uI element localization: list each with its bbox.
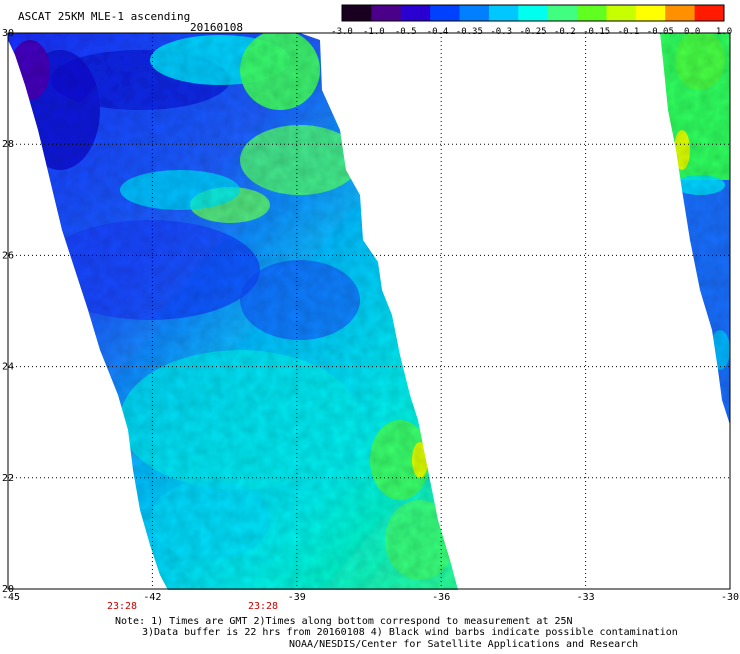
colorbar-swatch [606,5,637,21]
longitude-labels: -45 -42 -39 -36 -33 -30 [2,592,739,603]
colorbar-label: -0.4 [427,27,449,37]
colorbar-label: -0.5 [395,27,417,37]
colorbar-swatch [488,5,519,21]
colorbar-swatch [342,5,372,21]
colorbar-frame [341,4,725,22]
graticule [8,33,730,589]
colorbar-swatch [665,5,696,21]
colorbar-swatch [577,5,607,21]
colorbar-label: -0.3 [490,27,512,37]
map-date: 20160108 [190,21,243,34]
latitude-labels: 30 28 26 24 22 20 [2,28,14,595]
colorbar-swatch [547,5,578,21]
lon-label: -30 [721,592,739,603]
scatterometer-swath-right [660,33,730,425]
map-frame [7,32,731,590]
colorbar-swatch [635,5,666,21]
pass-time-label: 23:28 [248,601,278,612]
note-line-1: Note: 1) Times are GMT 2)Times along bot… [115,616,573,627]
lon-label: -45 [2,592,20,603]
note-line-2: 3)Data buffer is 22 hrs from 20160108 4)… [142,627,678,638]
lat-label: 30 [2,28,14,39]
colorbar-label: -0.25 [519,27,546,37]
pass-time-label: 23:28 [107,601,137,612]
lon-label: -36 [432,592,450,603]
lat-label: 28 [2,139,14,150]
colorbar-swatch [430,5,461,21]
colorbar-swatch [371,5,402,21]
lat-label: 20 [2,584,14,595]
colorbar-label: -0.1 [618,27,640,37]
colorbar-label: -0.2 [554,27,576,37]
colorbar-label: -0.15 [583,27,610,37]
lon-label: -39 [288,592,306,603]
colorbar-label: 1.0 [716,27,732,37]
colorbar-label: -0.35 [456,27,483,37]
lon-label: -33 [577,592,595,603]
colorbar-swatch [400,5,431,21]
colorbar-swatch [518,5,549,21]
colorbar-label: -3.0 [331,27,353,37]
colorbar-label: 0.0 [684,27,700,37]
scatterometer-swath-left [8,33,458,590]
map-title: ASCAT 25KM MLE-1 ascending [18,10,190,23]
lon-label: -42 [143,592,161,603]
colorbar-label: -0.05 [647,27,674,37]
lat-label: 22 [2,473,14,484]
colorbar-labels: -3.0 -1.0 -0.5 -0.4 -0.35 -0.3 -0.25 -0.2 -0.15-… [331,27,732,37]
pass-time-labels: 23:28 23:28 [107,601,278,612]
lat-label: 26 [2,250,14,261]
lat-label: 24 [2,362,14,373]
colorbar [341,4,725,22]
note-line-3: NOAA/NESDIS/Center for Satellite Applica… [289,639,638,650]
colorbar-swatch [459,5,490,21]
colorbar-swatch [694,5,725,21]
colorbar-label: -1.0 [363,27,385,37]
